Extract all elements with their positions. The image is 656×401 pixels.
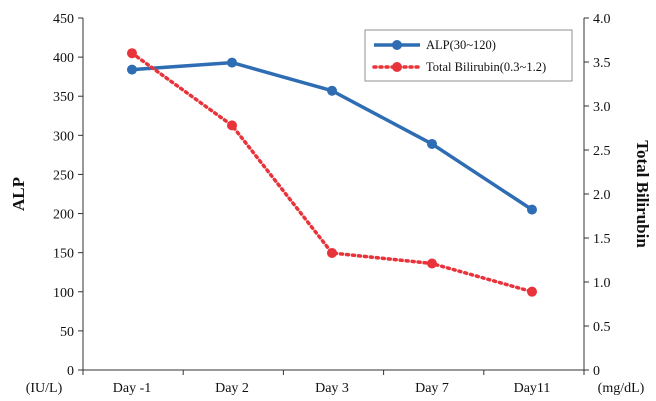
left-tick-label: 50 — [60, 325, 74, 340]
series-layer — [127, 48, 537, 297]
left-tick-label: 0 — [67, 364, 74, 379]
right-axis-unit: (mg/dL) — [598, 381, 645, 396]
legend-label-alp: ALP(30~120) — [426, 38, 496, 52]
right-axis-title: Total Bilirubin — [633, 140, 652, 248]
x-tick-label: Day 3 — [315, 381, 349, 396]
legend-box — [364, 29, 573, 82]
left-axis-ticks: 0 50 100 150 200 250 300 350 400 450 — [53, 12, 83, 379]
data-point-alp — [327, 85, 337, 96]
right-tick-label: 3.0 — [593, 100, 611, 115]
left-tick-label: 200 — [53, 208, 74, 223]
data-point-alp — [427, 138, 437, 149]
data-point-alp — [527, 204, 537, 215]
left-tick-label: 100 — [53, 286, 74, 301]
x-axis-ticks: Day -1 Day 2 Day 3 Day 7 Day11 — [82, 370, 585, 396]
left-tick-label: 450 — [53, 12, 74, 27]
right-axis-ticks: 0 0.5 1.0 1.5 2.0 2.5 3.0 3.5 4.0 — [584, 12, 611, 379]
right-tick-label: 2.5 — [593, 144, 611, 159]
right-tick-label: 0.5 — [593, 320, 611, 335]
legend: ALP(30~120) Total Bilirubin(0.3~1.2) — [364, 29, 573, 82]
left-tick-label: 350 — [53, 90, 74, 105]
data-point-bilirubin — [427, 258, 437, 269]
data-point-bilirubin — [527, 286, 537, 297]
x-tick-label: Day 2 — [215, 381, 249, 396]
right-tick-label: 0 — [593, 364, 600, 379]
data-point-bilirubin — [127, 48, 137, 59]
x-tick-label: Day -1 — [113, 381, 152, 396]
data-point-bilirubin — [327, 247, 337, 258]
left-axis-unit: (IU/L) — [26, 381, 63, 396]
right-tick-label: 1.0 — [593, 276, 611, 291]
x-tick-label: Day 7 — [415, 381, 449, 396]
legend-marker-bilirubin — [392, 62, 402, 72]
x-tick-label: Day11 — [514, 381, 551, 396]
legend-label-bilirubin: Total Bilirubin(0.3~1.2) — [426, 60, 546, 74]
right-tick-label: 1.5 — [593, 232, 611, 247]
left-tick-label: 250 — [53, 168, 74, 183]
left-tick-label: 400 — [53, 51, 74, 66]
series-line-alp — [131, 60, 533, 212]
legend-marker-alp — [392, 40, 402, 50]
right-tick-label: 4.0 — [593, 12, 611, 27]
left-axis-title: ALP — [9, 177, 28, 211]
data-point-alp — [227, 57, 237, 68]
data-point-alp — [127, 64, 137, 75]
left-tick-label: 150 — [53, 247, 74, 262]
right-tick-label: 3.5 — [593, 56, 611, 71]
right-tick-label: 2.0 — [593, 188, 611, 203]
left-tick-label: 300 — [53, 129, 74, 144]
data-point-bilirubin — [227, 120, 237, 131]
